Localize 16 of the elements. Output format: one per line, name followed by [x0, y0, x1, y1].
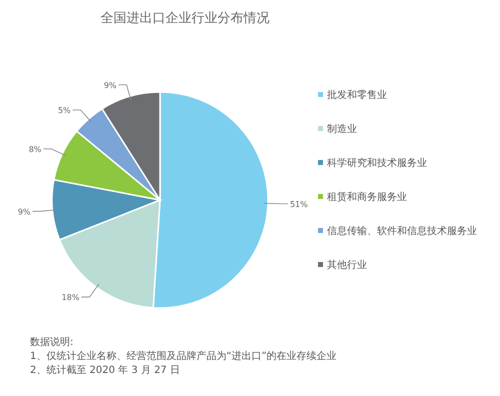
- data-label: 8%: [28, 144, 42, 154]
- text: 数据说明:: [30, 336, 74, 348]
- text: 1、仅统计企业名称、经营范围及品牌产品为“进出口”的在业存续企业: [30, 350, 337, 362]
- data-label: 18%: [62, 293, 80, 302]
- legend-label: 批发和零售业: [327, 89, 387, 101]
- legend-label: 科学研究和技术服务业: [327, 157, 427, 169]
- legend-label: 信息传输、软件和信息技术服务业: [327, 225, 477, 237]
- data-label: 5%: [58, 106, 72, 115]
- legend-label: 制造业: [327, 123, 357, 135]
- data-label: 51%: [290, 200, 308, 209]
- data-label: 9%: [104, 80, 117, 90]
- legend-label: 其他行业: [327, 259, 367, 271]
- chart-title: 全国进出口企业行业分布情况: [100, 11, 270, 26]
- legend-label: 租赁和商务服务业: [327, 191, 407, 203]
- data-label: 9%: [18, 207, 31, 216]
- text: 2、统计截至 2020 年 3 月 27 日: [30, 364, 180, 376]
